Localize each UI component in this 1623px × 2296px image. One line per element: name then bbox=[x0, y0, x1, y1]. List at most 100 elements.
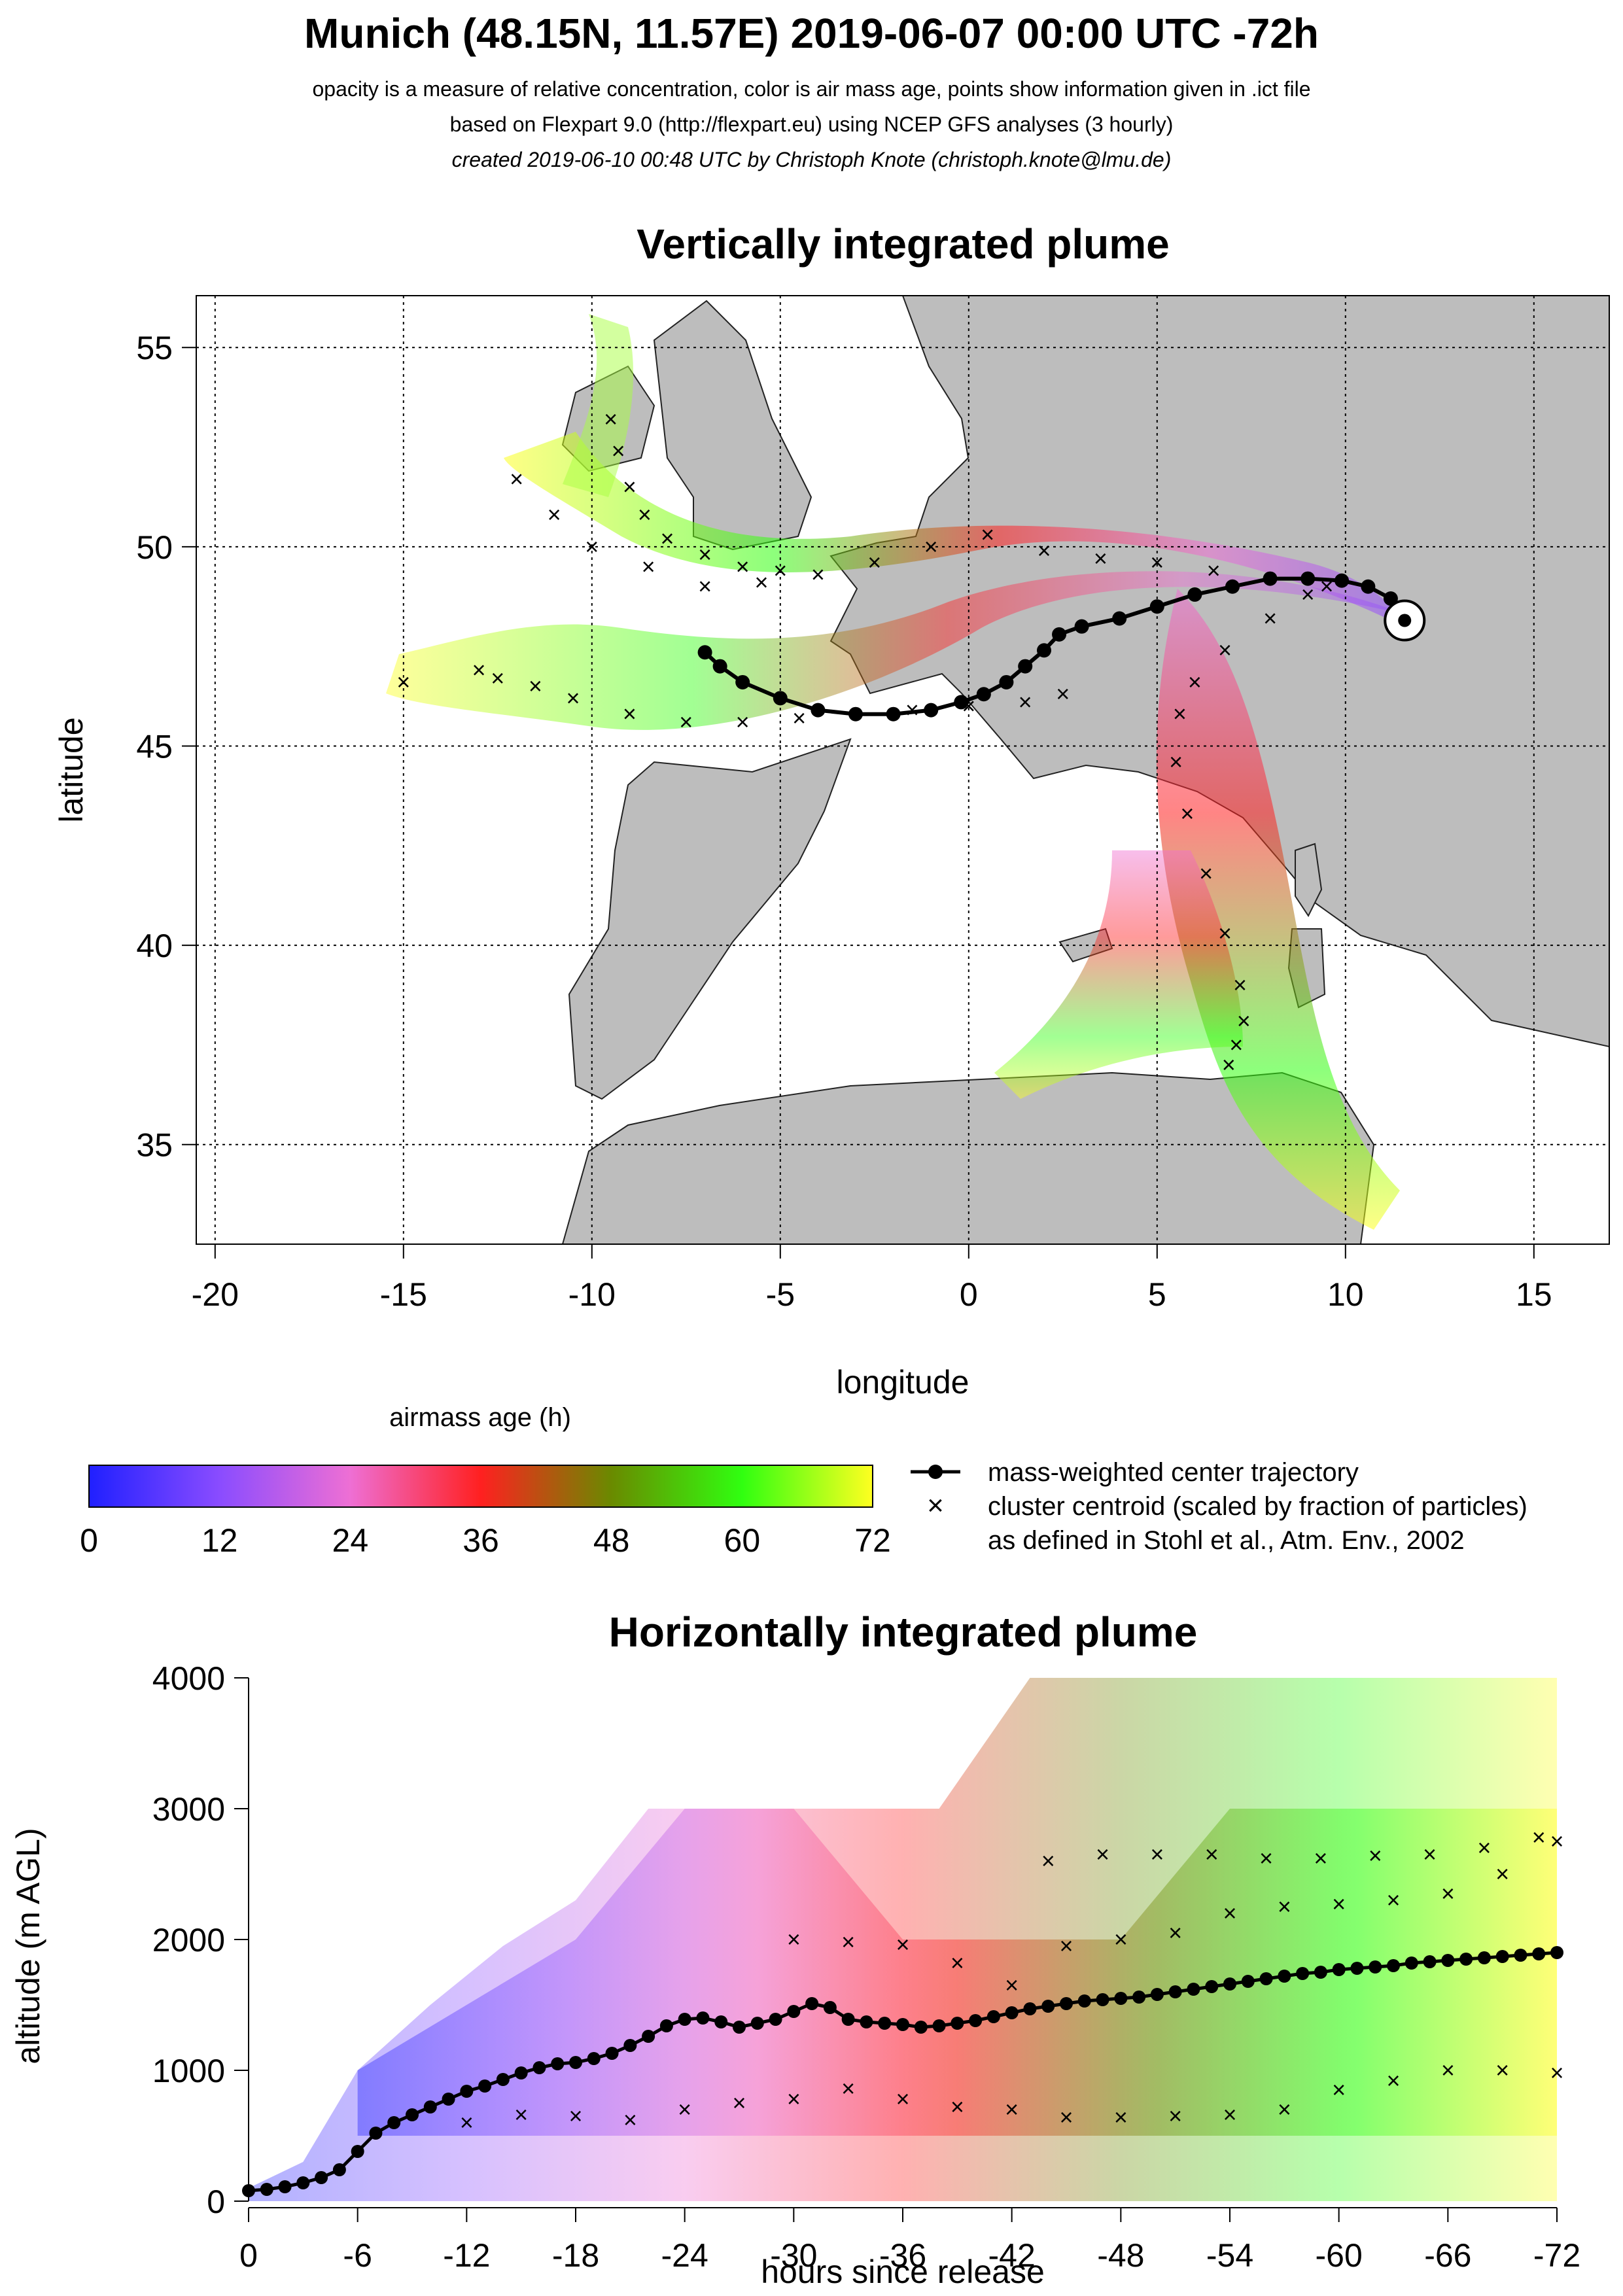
altitude-cluster-centroid: × bbox=[1386, 2067, 1400, 2094]
map-x-tick-label: -10 bbox=[568, 1276, 616, 1313]
map-trajectory-point bbox=[773, 691, 788, 706]
colorbar-tick-label: 48 bbox=[593, 1522, 630, 1559]
altitude-trajectory-point bbox=[787, 2005, 801, 2018]
map-cluster-centroid: × bbox=[924, 533, 938, 560]
altitude-trajectory-point bbox=[896, 2018, 909, 2031]
plume-western-branch bbox=[386, 571, 1406, 730]
map-trajectory-point bbox=[1037, 643, 1051, 658]
map-cluster-centroid: × bbox=[1019, 688, 1032, 715]
altitude-trajectory-point bbox=[823, 2001, 837, 2014]
map-plot: ×××××××××××××××××××××××××××××××××××× × ×××… bbox=[53, 295, 1610, 1400]
altitude-cluster-centroid: × bbox=[1332, 1890, 1346, 1917]
map-trajectory-point bbox=[735, 674, 750, 689]
altitude-trajectory-point bbox=[1387, 1959, 1400, 1972]
altitude-trajectory-point bbox=[1114, 1992, 1128, 2005]
map-cluster-centroid: × bbox=[1319, 573, 1333, 600]
colorbar-title: airmass age (h) bbox=[389, 1403, 571, 1432]
altitude-trajectory-point bbox=[496, 2073, 510, 2086]
map-cluster-centroid: × bbox=[1301, 581, 1315, 608]
altitude-cluster-centroid: × bbox=[1150, 1841, 1164, 1868]
map-cluster-centroid: × bbox=[638, 501, 652, 528]
map-y-axis-label: latitude bbox=[53, 717, 90, 822]
map-cluster-centroid: × bbox=[1180, 800, 1194, 827]
altitude-trajectory-point bbox=[1205, 1980, 1219, 1993]
map-x-tick-label: 10 bbox=[1327, 1276, 1364, 1313]
altitude-cluster-centroid: × bbox=[1423, 1841, 1437, 1868]
altitude-trajectory-point bbox=[932, 2019, 946, 2032]
colorbar-tick-label: 0 bbox=[80, 1522, 98, 1559]
altitude-y-tick-label: 1000 bbox=[152, 2053, 225, 2089]
altitude-trajectory-point bbox=[769, 2013, 782, 2026]
altitude-cluster-centroid: × bbox=[1059, 2104, 1073, 2131]
altitude-trajectory-point bbox=[278, 2180, 292, 2193]
altitude-panel-title: Horizontally integrated plume bbox=[608, 1609, 1198, 1656]
altitude-trajectory-point bbox=[878, 2017, 892, 2030]
map-trajectory-point bbox=[1112, 611, 1127, 626]
map-cluster-centroid: × bbox=[698, 541, 712, 568]
map-cluster-centroid: × bbox=[1263, 565, 1277, 592]
release-point-center bbox=[1398, 614, 1412, 627]
altitude-cluster-centroid: × bbox=[1096, 1841, 1109, 1868]
altitude-trajectory-point bbox=[623, 2039, 637, 2052]
altitude-trajectory-point bbox=[442, 2093, 455, 2106]
altitude-trajectory-point bbox=[986, 2010, 1000, 2023]
legend-area: airmass age (h) 0 12 24 36 48 60 72 mass-weigh… bbox=[80, 1403, 1527, 1559]
map-cluster-centroid: × bbox=[811, 561, 825, 587]
map-trajectory-point bbox=[999, 674, 1014, 689]
colorbar-tick-label: 36 bbox=[462, 1522, 499, 1559]
altitude-trajectory-point bbox=[387, 2116, 401, 2129]
altitude-concentration-field bbox=[249, 1678, 1557, 2201]
altitude-trajectory-point bbox=[551, 2057, 565, 2070]
altitude-cluster-centroid: × bbox=[1005, 1972, 1019, 1998]
altitude-trajectory-point bbox=[1005, 2006, 1019, 2019]
map-x-tick-label: 15 bbox=[1516, 1276, 1552, 1313]
map-cluster-centroid: × bbox=[548, 501, 561, 528]
altitude-cluster-centroid: × bbox=[1550, 2059, 1563, 2086]
map-series-layer: ×××××××××××××××××××××××××××××××××××× × ×××… bbox=[396, 406, 1426, 1078]
altitude-trajectory-point bbox=[1296, 1967, 1310, 1980]
altitude-trajectory-point bbox=[1314, 1966, 1327, 1979]
altitude-cluster-centroid: × bbox=[568, 2102, 582, 2129]
map-cluster-centroid: × bbox=[1222, 1051, 1236, 1078]
altitude-cluster-centroid: × bbox=[1059, 1932, 1073, 1959]
map-cluster-centroid: × bbox=[867, 549, 881, 576]
altitude-series-layer: × × ×××× × ×× × × × ×××× × × × × × × × × ×× × × × × × × × × × × × × × ×… bbox=[242, 1824, 1564, 2197]
altitude-cluster-centroid: × bbox=[896, 2085, 909, 2112]
altitude-trajectory-point bbox=[841, 2013, 855, 2026]
altitude-cluster-centroid: × bbox=[841, 1928, 855, 1955]
map-cluster-centroid: × bbox=[1199, 860, 1213, 886]
altitude-trajectory-point bbox=[860, 2015, 873, 2028]
subtitle-created: created 2019-06-10 00:48 UTC by Christop… bbox=[451, 148, 1172, 171]
plume-northern-tail bbox=[563, 314, 634, 497]
altitude-y-tick-label: 3000 bbox=[152, 1791, 225, 1828]
altitude-trajectory-point bbox=[1060, 1997, 1073, 2010]
altitude-trajectory-point bbox=[1459, 1953, 1473, 1966]
altitude-trajectory-point bbox=[315, 2171, 328, 2184]
altitude-trajectory-point bbox=[1041, 2000, 1055, 2013]
map-cluster-centroid: × bbox=[981, 521, 994, 548]
altitude-cluster-centroid: × bbox=[1386, 1887, 1400, 1913]
altitude-trajectory-point bbox=[1168, 1985, 1182, 1998]
altitude-cluster-centroid: × bbox=[1441, 2057, 1455, 2083]
altitude-cluster-centroid: × bbox=[1369, 1842, 1382, 1869]
colorbar-ticks: 0 12 24 36 48 60 72 bbox=[80, 1522, 891, 1559]
map-trajectory-point bbox=[924, 703, 939, 718]
map-x-tick-label: -20 bbox=[192, 1276, 239, 1313]
colorbar-tick-label: 60 bbox=[724, 1522, 761, 1559]
map-trajectory-point bbox=[1187, 587, 1202, 602]
altitude-cluster-centroid: × bbox=[1278, 1893, 1291, 1920]
altitude-cluster-centroid: × bbox=[1332, 2076, 1346, 2103]
altitude-cluster-centroid: × bbox=[1550, 1828, 1563, 1854]
altitude-trajectory-point bbox=[696, 2011, 710, 2025]
map-x-tick-label: 0 bbox=[960, 1276, 978, 1313]
map-trajectory-point bbox=[811, 703, 826, 718]
map-cluster-centroid: × bbox=[679, 708, 693, 735]
altitude-y-axis-label: altitude (m AGL) bbox=[10, 1828, 46, 2064]
map-trajectory-point bbox=[886, 706, 901, 722]
altitude-trajectory-point bbox=[914, 2021, 928, 2034]
map-cluster-centroid: × bbox=[1229, 1031, 1243, 1058]
colorbar bbox=[88, 1465, 873, 1508]
altitude-trajectory-point bbox=[296, 2176, 310, 2189]
plume-southern-west-lobe bbox=[994, 850, 1243, 1099]
map-cluster-centroid: × bbox=[1037, 537, 1051, 564]
